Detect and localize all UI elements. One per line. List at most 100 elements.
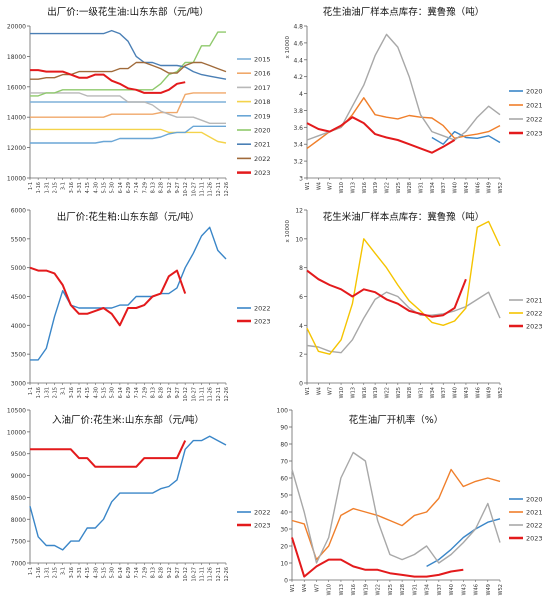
y-tick-label: 4500 bbox=[11, 294, 26, 301]
x-tick-label: W34 bbox=[430, 182, 436, 193]
y-tick-label: 14000 bbox=[7, 115, 26, 122]
x-tick-label: W13 bbox=[339, 584, 345, 595]
x-tick-label: W4 bbox=[302, 584, 308, 592]
series-line-2020 bbox=[426, 518, 501, 568]
y-tick-label: 3000 bbox=[11, 381, 26, 388]
legend-label-2020: 2020 bbox=[254, 127, 271, 135]
chart-title: 出厂价:一级花生油:山东东部（元/吨） bbox=[47, 6, 209, 18]
x-tick-label: W4 bbox=[316, 387, 322, 395]
x-tick-label: W19 bbox=[373, 387, 379, 398]
series-line-2022 bbox=[306, 33, 501, 141]
x-tick-label: W40 bbox=[453, 182, 459, 193]
x-tick-label: W52 bbox=[498, 387, 504, 398]
series-line-2023 bbox=[306, 116, 456, 154]
y-tick-label: 0 bbox=[299, 381, 303, 388]
y-tick-label: 60 bbox=[280, 476, 288, 483]
y-tick-label: 3.2 bbox=[293, 159, 303, 166]
y-tick-label: 6 bbox=[299, 294, 303, 301]
x-tick-label: 1-16 bbox=[36, 387, 42, 398]
x-tick-label: W16 bbox=[362, 182, 368, 193]
y-tick-label: 90 bbox=[280, 425, 288, 432]
x-tick-label: 5-15 bbox=[102, 182, 108, 193]
x-tick-label: 11-26 bbox=[208, 387, 214, 402]
x-tick-label: W43 bbox=[461, 584, 467, 595]
y-tick-label: 3.4 bbox=[293, 142, 303, 149]
x-tick-label: 6-29 bbox=[126, 182, 132, 193]
x-tick-label: 11-11 bbox=[200, 567, 206, 582]
series-line-2017 bbox=[30, 92, 226, 124]
x-tick-label: 2-15 bbox=[53, 182, 59, 193]
x-tick-label: 3-1 bbox=[61, 182, 67, 190]
x-tick-label: 11-26 bbox=[208, 182, 214, 197]
x-tick-label: 6-14 bbox=[118, 387, 124, 398]
x-tick-label: 3-16 bbox=[69, 387, 75, 398]
y-tick-label: 30 bbox=[280, 527, 288, 534]
x-tick-label: 1-1 bbox=[28, 387, 34, 395]
legend-label-2021: 2021 bbox=[526, 297, 543, 305]
legend-label-2022: 2022 bbox=[254, 305, 271, 313]
x-tick-label: W7 bbox=[328, 182, 334, 190]
y-tick-label: 3.8 bbox=[293, 108, 303, 115]
x-tick-label: W46 bbox=[474, 584, 480, 595]
x-tick-label: 4-30 bbox=[93, 182, 99, 193]
y-tick-label: 9000 bbox=[11, 473, 26, 480]
legend-label-2019: 2019 bbox=[254, 112, 271, 120]
y-tick-label: 4 bbox=[299, 91, 303, 98]
x-tick-label: W46 bbox=[475, 387, 481, 398]
chart-4: 0 2 4 6 8 10 12 x 10000 W1 W4 W7 W10 W13 W16 W19 W22 W25… bbox=[285, 208, 543, 399]
series-line-2022 bbox=[30, 226, 227, 361]
legend-label-2021: 2021 bbox=[526, 509, 543, 517]
x-tick-label: 11-11 bbox=[200, 182, 206, 197]
series-line-2019 bbox=[30, 125, 226, 144]
legend-label-2018: 2018 bbox=[254, 98, 271, 106]
x-tick-label: 9-27 bbox=[175, 387, 181, 398]
x-tick-label: W13 bbox=[350, 182, 356, 193]
x-tick-label: 8-13 bbox=[151, 387, 157, 398]
x-tick-label: 11-11 bbox=[200, 387, 206, 402]
y-unit-label: x 10000 bbox=[285, 35, 291, 58]
x-tick-label: 12-11 bbox=[216, 387, 222, 402]
x-tick-label: 12-11 bbox=[216, 567, 222, 582]
x-tick-label: W25 bbox=[396, 387, 402, 398]
series-line-2021 bbox=[306, 97, 501, 149]
series-line-2023 bbox=[306, 269, 467, 318]
x-tick-label: W37 bbox=[441, 387, 447, 398]
x-tick-label: W28 bbox=[407, 387, 413, 398]
x-tick-label: 8-28 bbox=[159, 182, 165, 193]
x-tick-label: W1 bbox=[305, 387, 311, 395]
x-tick-label: 6-29 bbox=[126, 387, 132, 398]
x-tick-label: 7-29 bbox=[142, 387, 148, 398]
y-tick-label: 8000 bbox=[11, 517, 26, 524]
series-line-2018 bbox=[30, 128, 227, 144]
x-tick-label: W4 bbox=[316, 182, 322, 190]
series-line-2022 bbox=[29, 435, 227, 551]
series-line-2021 bbox=[291, 468, 501, 561]
x-tick-label: W22 bbox=[376, 584, 382, 595]
y-tick-label: 12 bbox=[295, 208, 303, 215]
chart-title: 出厂价:花生粕:山东东部（元/吨） bbox=[57, 211, 200, 223]
x-tick-label: 8-28 bbox=[159, 387, 165, 398]
y-tick-label: 3500 bbox=[11, 352, 26, 359]
x-tick-label: 10-27 bbox=[191, 182, 197, 197]
legend-label-2022: 2022 bbox=[254, 155, 271, 163]
x-tick-label: W7 bbox=[314, 584, 320, 592]
x-tick-label: 1-1 bbox=[28, 182, 34, 190]
x-tick-label: 1-31 bbox=[44, 182, 50, 193]
legend-label-2020: 2020 bbox=[526, 496, 543, 504]
x-tick-label: 7-14 bbox=[134, 567, 140, 578]
x-tick-label: 9-27 bbox=[175, 567, 181, 578]
x-tick-label: 8-13 bbox=[151, 182, 157, 193]
x-tick-label: 12-26 bbox=[224, 567, 230, 582]
x-tick-label: 3-1 bbox=[61, 387, 67, 395]
series-line-2023 bbox=[30, 69, 186, 94]
x-tick-label: 1-16 bbox=[36, 567, 42, 578]
y-tick-label: 3 bbox=[299, 176, 303, 183]
legend-label-2023: 2023 bbox=[254, 318, 271, 326]
x-tick-label: W1 bbox=[305, 182, 311, 190]
x-tick-label: 9-12 bbox=[167, 182, 173, 193]
legend-label-2023: 2023 bbox=[254, 522, 271, 530]
x-tick-label: 3-31 bbox=[77, 567, 83, 578]
x-tick-label: 7-29 bbox=[142, 567, 148, 578]
x-tick-label: W16 bbox=[351, 584, 357, 595]
